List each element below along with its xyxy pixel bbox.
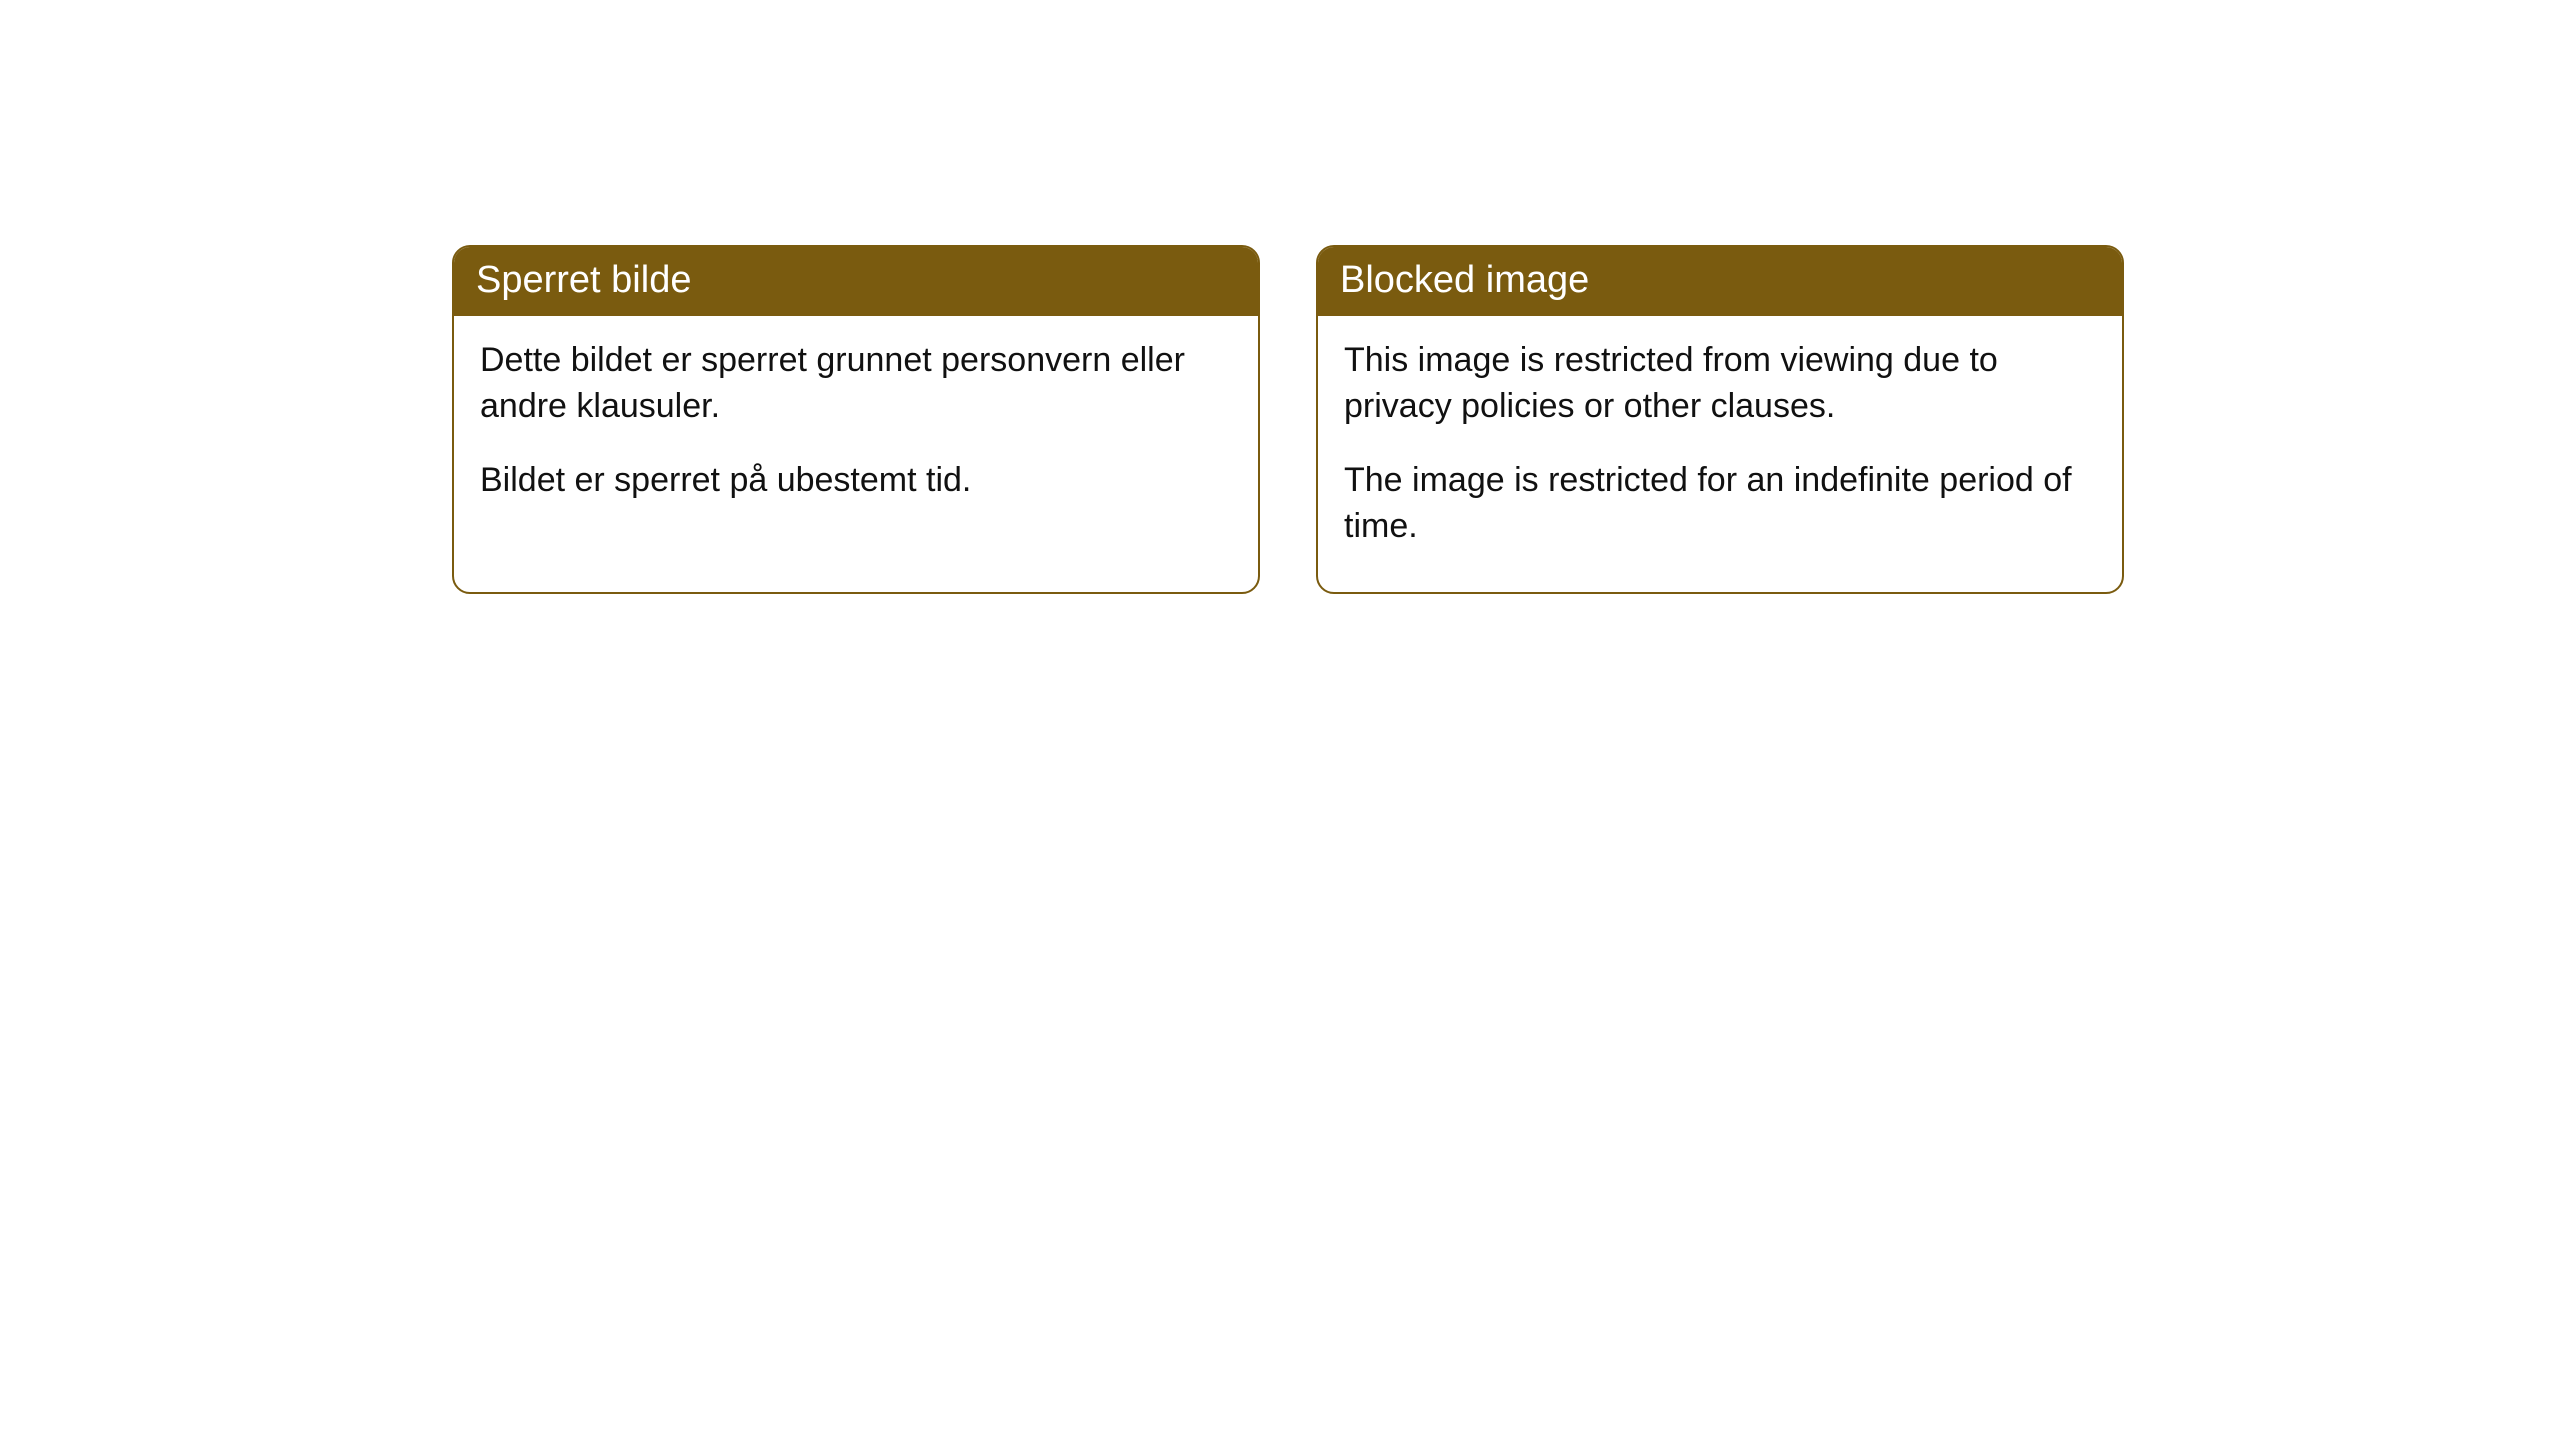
card-norwegian: Sperret bilde Dette bildet er sperret gr… [452, 245, 1260, 594]
card-body-norwegian: Dette bildet er sperret grunnet personve… [454, 316, 1258, 546]
card-paragraph-2: The image is restricted for an indefinit… [1344, 458, 2096, 550]
card-paragraph-1: Dette bildet er sperret grunnet personve… [480, 338, 1232, 430]
card-header-norwegian: Sperret bilde [454, 247, 1258, 316]
card-header-english: Blocked image [1318, 247, 2122, 316]
card-paragraph-1: This image is restricted from viewing du… [1344, 338, 2096, 430]
card-body-english: This image is restricted from viewing du… [1318, 316, 2122, 592]
cards-container: Sperret bilde Dette bildet er sperret gr… [452, 245, 2124, 594]
card-paragraph-2: Bildet er sperret på ubestemt tid. [480, 458, 1232, 504]
card-english: Blocked image This image is restricted f… [1316, 245, 2124, 594]
